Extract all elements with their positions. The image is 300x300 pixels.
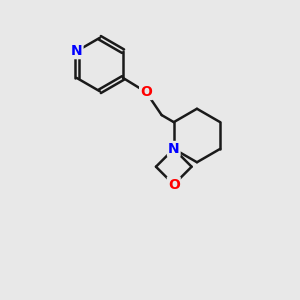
Text: N: N: [71, 44, 82, 58]
Text: O: O: [168, 178, 180, 192]
Text: N: N: [168, 142, 180, 156]
Text: O: O: [140, 85, 152, 99]
